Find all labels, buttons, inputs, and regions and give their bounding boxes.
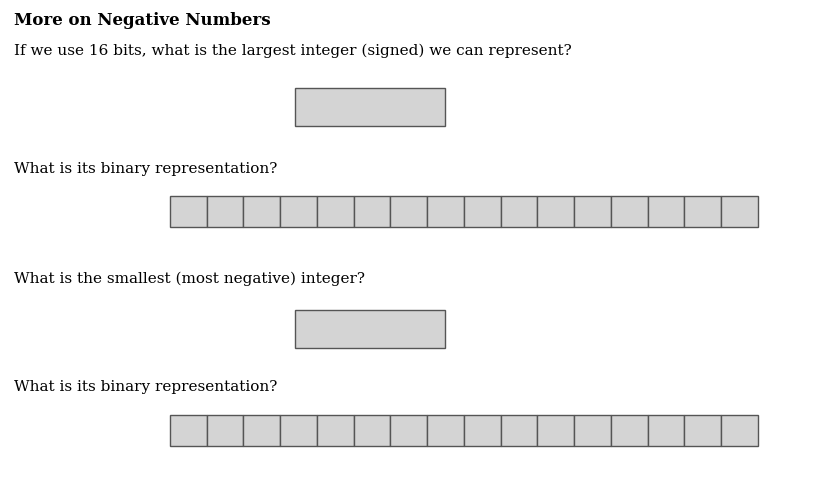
FancyBboxPatch shape	[170, 415, 207, 446]
FancyBboxPatch shape	[243, 196, 280, 227]
Text: What is the smallest (most negative) integer?: What is the smallest (most negative) int…	[14, 272, 365, 286]
FancyBboxPatch shape	[610, 196, 647, 227]
FancyBboxPatch shape	[280, 196, 317, 227]
FancyBboxPatch shape	[574, 415, 610, 446]
FancyBboxPatch shape	[427, 196, 463, 227]
FancyBboxPatch shape	[427, 415, 463, 446]
FancyBboxPatch shape	[647, 196, 684, 227]
FancyBboxPatch shape	[170, 196, 207, 227]
FancyBboxPatch shape	[537, 415, 574, 446]
FancyBboxPatch shape	[574, 196, 610, 227]
FancyBboxPatch shape	[390, 196, 427, 227]
Text: If we use 16 bits, what is the largest integer (signed) we can represent?: If we use 16 bits, what is the largest i…	[14, 44, 571, 58]
FancyBboxPatch shape	[684, 196, 720, 227]
Text: What is its binary representation?: What is its binary representation?	[14, 380, 277, 394]
FancyBboxPatch shape	[207, 196, 243, 227]
FancyBboxPatch shape	[353, 415, 390, 446]
FancyBboxPatch shape	[317, 196, 353, 227]
FancyBboxPatch shape	[500, 415, 537, 446]
FancyBboxPatch shape	[207, 415, 243, 446]
FancyBboxPatch shape	[243, 415, 280, 446]
FancyBboxPatch shape	[500, 196, 537, 227]
FancyBboxPatch shape	[390, 415, 427, 446]
FancyBboxPatch shape	[353, 196, 390, 227]
FancyBboxPatch shape	[294, 310, 444, 348]
FancyBboxPatch shape	[463, 196, 500, 227]
Text: More on Negative Numbers: More on Negative Numbers	[14, 12, 270, 29]
FancyBboxPatch shape	[684, 415, 720, 446]
Text: What is its binary representation?: What is its binary representation?	[14, 162, 277, 176]
FancyBboxPatch shape	[720, 196, 757, 227]
FancyBboxPatch shape	[647, 415, 684, 446]
FancyBboxPatch shape	[317, 415, 353, 446]
FancyBboxPatch shape	[294, 88, 444, 126]
FancyBboxPatch shape	[720, 415, 757, 446]
FancyBboxPatch shape	[537, 196, 574, 227]
FancyBboxPatch shape	[610, 415, 647, 446]
FancyBboxPatch shape	[280, 415, 317, 446]
FancyBboxPatch shape	[463, 415, 500, 446]
